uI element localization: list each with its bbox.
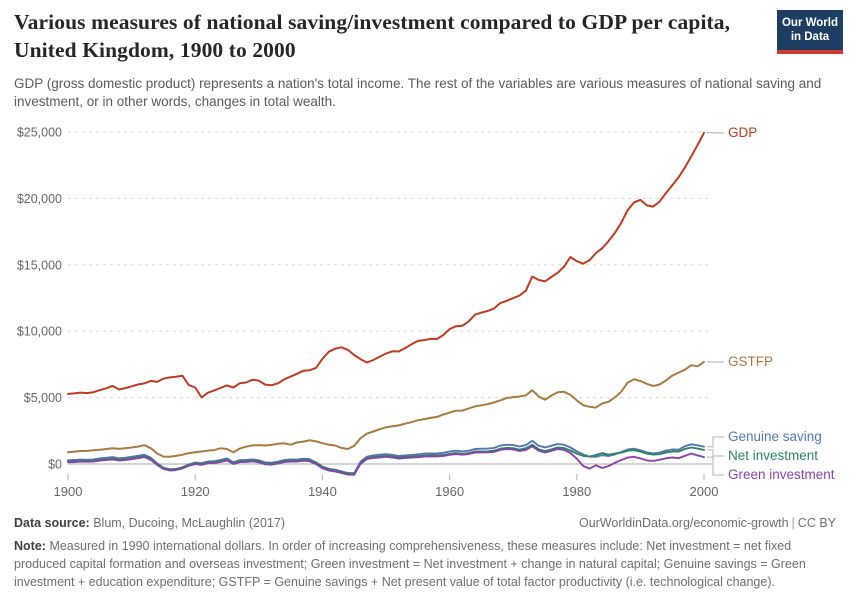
y-tick-label: $0 xyxy=(48,458,62,472)
data-source-label: Data source: xyxy=(14,516,90,530)
legend-item-green-investment[interactable]: Green investment xyxy=(728,467,835,482)
x-tick-label: 1980 xyxy=(562,484,591,499)
legend-item-genuine-saving[interactable]: Genuine saving xyxy=(728,429,822,444)
owid-url-link[interactable]: OurWorldinData.org/economic-growth xyxy=(578,516,789,530)
owid-logo-box: Our World in Data xyxy=(777,10,843,50)
chart-title: Various measures of national saving/inve… xyxy=(14,10,731,63)
y-tick-label: $5,000 xyxy=(24,391,62,405)
legend-connector xyxy=(707,456,724,476)
license-badge: CC BY xyxy=(797,516,836,530)
y-tick-label: $10,000 xyxy=(17,325,62,339)
legend-connector xyxy=(707,449,724,457)
legend-connector xyxy=(707,436,724,448)
note-text: Measured in 1990 international dollars. … xyxy=(14,539,806,589)
x-tick-label: 1920 xyxy=(181,484,210,499)
owid-logo[interactable]: Our World in Data xyxy=(777,10,843,54)
owid-logo-line2: in Data xyxy=(790,30,830,43)
y-tick-label: $20,000 xyxy=(17,192,62,206)
x-axis: 1900 1920 1940 1960 1980 2000 xyxy=(54,474,719,499)
attribution-line: OurWorldinData.org/economic-growth | CC BY xyxy=(579,516,836,530)
note-label: Note: xyxy=(14,539,46,553)
attribution-separator: | xyxy=(791,516,795,530)
legend-item-gstfp[interactable]: GSTFP xyxy=(728,354,774,369)
x-tick-label: 1900 xyxy=(54,484,83,499)
owid-logo-line1: Our World xyxy=(781,17,838,29)
gridlines: $0 $5,000 $10,000 $15,000 $20,000 $25,000 xyxy=(17,126,712,472)
x-tick-label: 2000 xyxy=(690,484,719,499)
y-tick-label: $15,000 xyxy=(17,258,62,272)
data-source-text: Blum, Ducoing, McLaughlin (2017) xyxy=(93,516,285,530)
series-line-gdp xyxy=(67,131,705,399)
series-line-green-investment xyxy=(67,445,705,476)
data-source-line: Data source: Blum, Ducoing, McLaughlin (… xyxy=(14,516,285,530)
legend-item-gdp[interactable]: GDP xyxy=(728,125,758,140)
owid-logo-stripe xyxy=(777,50,843,54)
x-tick-label: 1960 xyxy=(435,484,464,499)
series-line-gstfp xyxy=(67,360,705,458)
chart-subtitle: GDP (gross domestic product) represents … xyxy=(14,76,822,109)
legend-item-net-investment[interactable]: Net investment xyxy=(728,448,819,463)
x-tick-label: 1940 xyxy=(308,484,337,499)
y-tick-label: $25,000 xyxy=(17,126,62,140)
chart-note: Note: Measured in 1990 international dol… xyxy=(14,538,836,591)
